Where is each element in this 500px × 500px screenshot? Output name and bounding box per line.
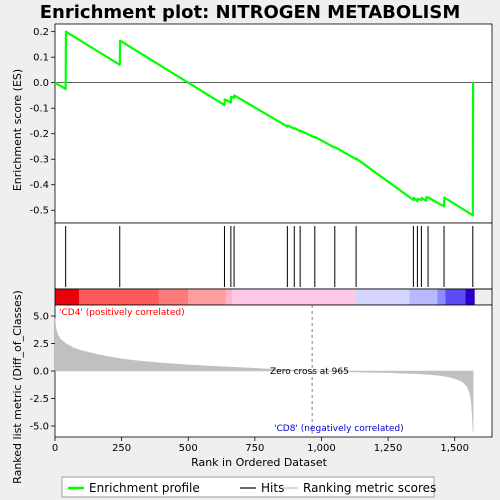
positive-class-label: 'CD4' (positively correlated)	[59, 308, 185, 318]
legend-label: Hits	[261, 481, 284, 495]
es-ytick-label: -0.1	[29, 104, 49, 115]
colorbar-segment	[158, 289, 189, 305]
es-ytick-label: 0.0	[33, 78, 49, 89]
legend-label: Ranking metric scores	[303, 481, 436, 495]
negative-class-label: 'CD8' (negatively correlated)	[274, 424, 404, 434]
ranking-x-ticks: 0 250 500 750 1,000 1,250 1,500	[52, 437, 469, 454]
colorbar-segment	[55, 289, 79, 305]
ranking-y-ticks: 5.0 2.5 0.0 -2.5 -5.0	[29, 312, 55, 433]
ranking-ytick-label: 0.0	[33, 367, 49, 378]
colorbar-segment	[356, 289, 410, 305]
ranking-xtick-label: 1,250	[374, 443, 403, 454]
legend-frame	[61, 476, 435, 498]
ranking-xtick-label: 0	[52, 443, 58, 454]
ranking-xtick-label: 1,000	[307, 443, 336, 454]
colorbar-segment	[232, 289, 357, 305]
hit-lines	[65, 226, 474, 287]
es-ylabel: Enrichment score (ES)	[11, 69, 24, 191]
rank-colorbar	[54, 288, 493, 306]
colorbar-segment	[437, 289, 446, 305]
colorbar-segment	[409, 289, 438, 305]
colorbar-segment	[188, 289, 226, 305]
es-ytick-label: -0.4	[29, 180, 49, 191]
es-panel-frame	[54, 23, 493, 224]
colorbar-segment	[465, 289, 475, 305]
es-ytick-label: -0.2	[29, 129, 49, 140]
enrichment-profile-line	[54, 30, 475, 217]
zero-cross-label: Zero cross at 965	[270, 367, 349, 377]
ranking-xtick-label: 500	[179, 443, 198, 454]
colorbar-segment	[445, 289, 466, 305]
ranking-ytick-label: -2.5	[29, 394, 49, 405]
es-ytick-label: 0.2	[33, 27, 49, 38]
ranking-xlabel: Rank in Ordered Dataset	[191, 456, 328, 469]
ranking-metric-area	[54, 318, 474, 433]
ranking-ylabel: Ranked list metric (Diff_of_Classes)	[11, 290, 24, 484]
legend: Enrichment profile Hits Ranking metric sco…	[61, 476, 436, 498]
es-series	[54, 30, 475, 217]
chart-title: Enrichment plot: NITROGEN METABOLISM	[40, 2, 460, 23]
es-ytick-label: -0.5	[29, 206, 49, 217]
ranking-ytick-label: 5.0	[33, 312, 49, 323]
es-ytick-label: 0.1	[33, 53, 49, 64]
colorbar-segment	[78, 289, 159, 305]
ranking-xtick-label: 750	[245, 443, 264, 454]
legend-label: Enrichment profile	[89, 481, 200, 495]
hits-panel	[54, 222, 493, 290]
es-panel: 0.2 0.1 0.0 -0.1 -0.2 -0.3 -0.4 -0.5 Enrichment…	[11, 23, 493, 224]
ranking-area	[54, 318, 474, 433]
ranking-ytick-label: 2.5	[33, 339, 49, 350]
ranking-xtick-label: 1,500	[440, 443, 469, 454]
ranking-xtick-label: 250	[112, 443, 131, 454]
colorbar-segment	[225, 289, 233, 305]
ranking-panel: 5.0 2.5 0.0 -2.5 -5.0 0 250 500 750 1,000 1,250 1,…	[11, 290, 493, 484]
es-ytick-label: -0.3	[29, 155, 49, 166]
ranking-ytick-label: -5.0	[29, 422, 49, 433]
es-y-ticks: 0.2 0.1 0.0 -0.1 -0.2 -0.3 -0.4 -0.5	[29, 27, 55, 217]
hits-panel-frame	[54, 222, 493, 290]
